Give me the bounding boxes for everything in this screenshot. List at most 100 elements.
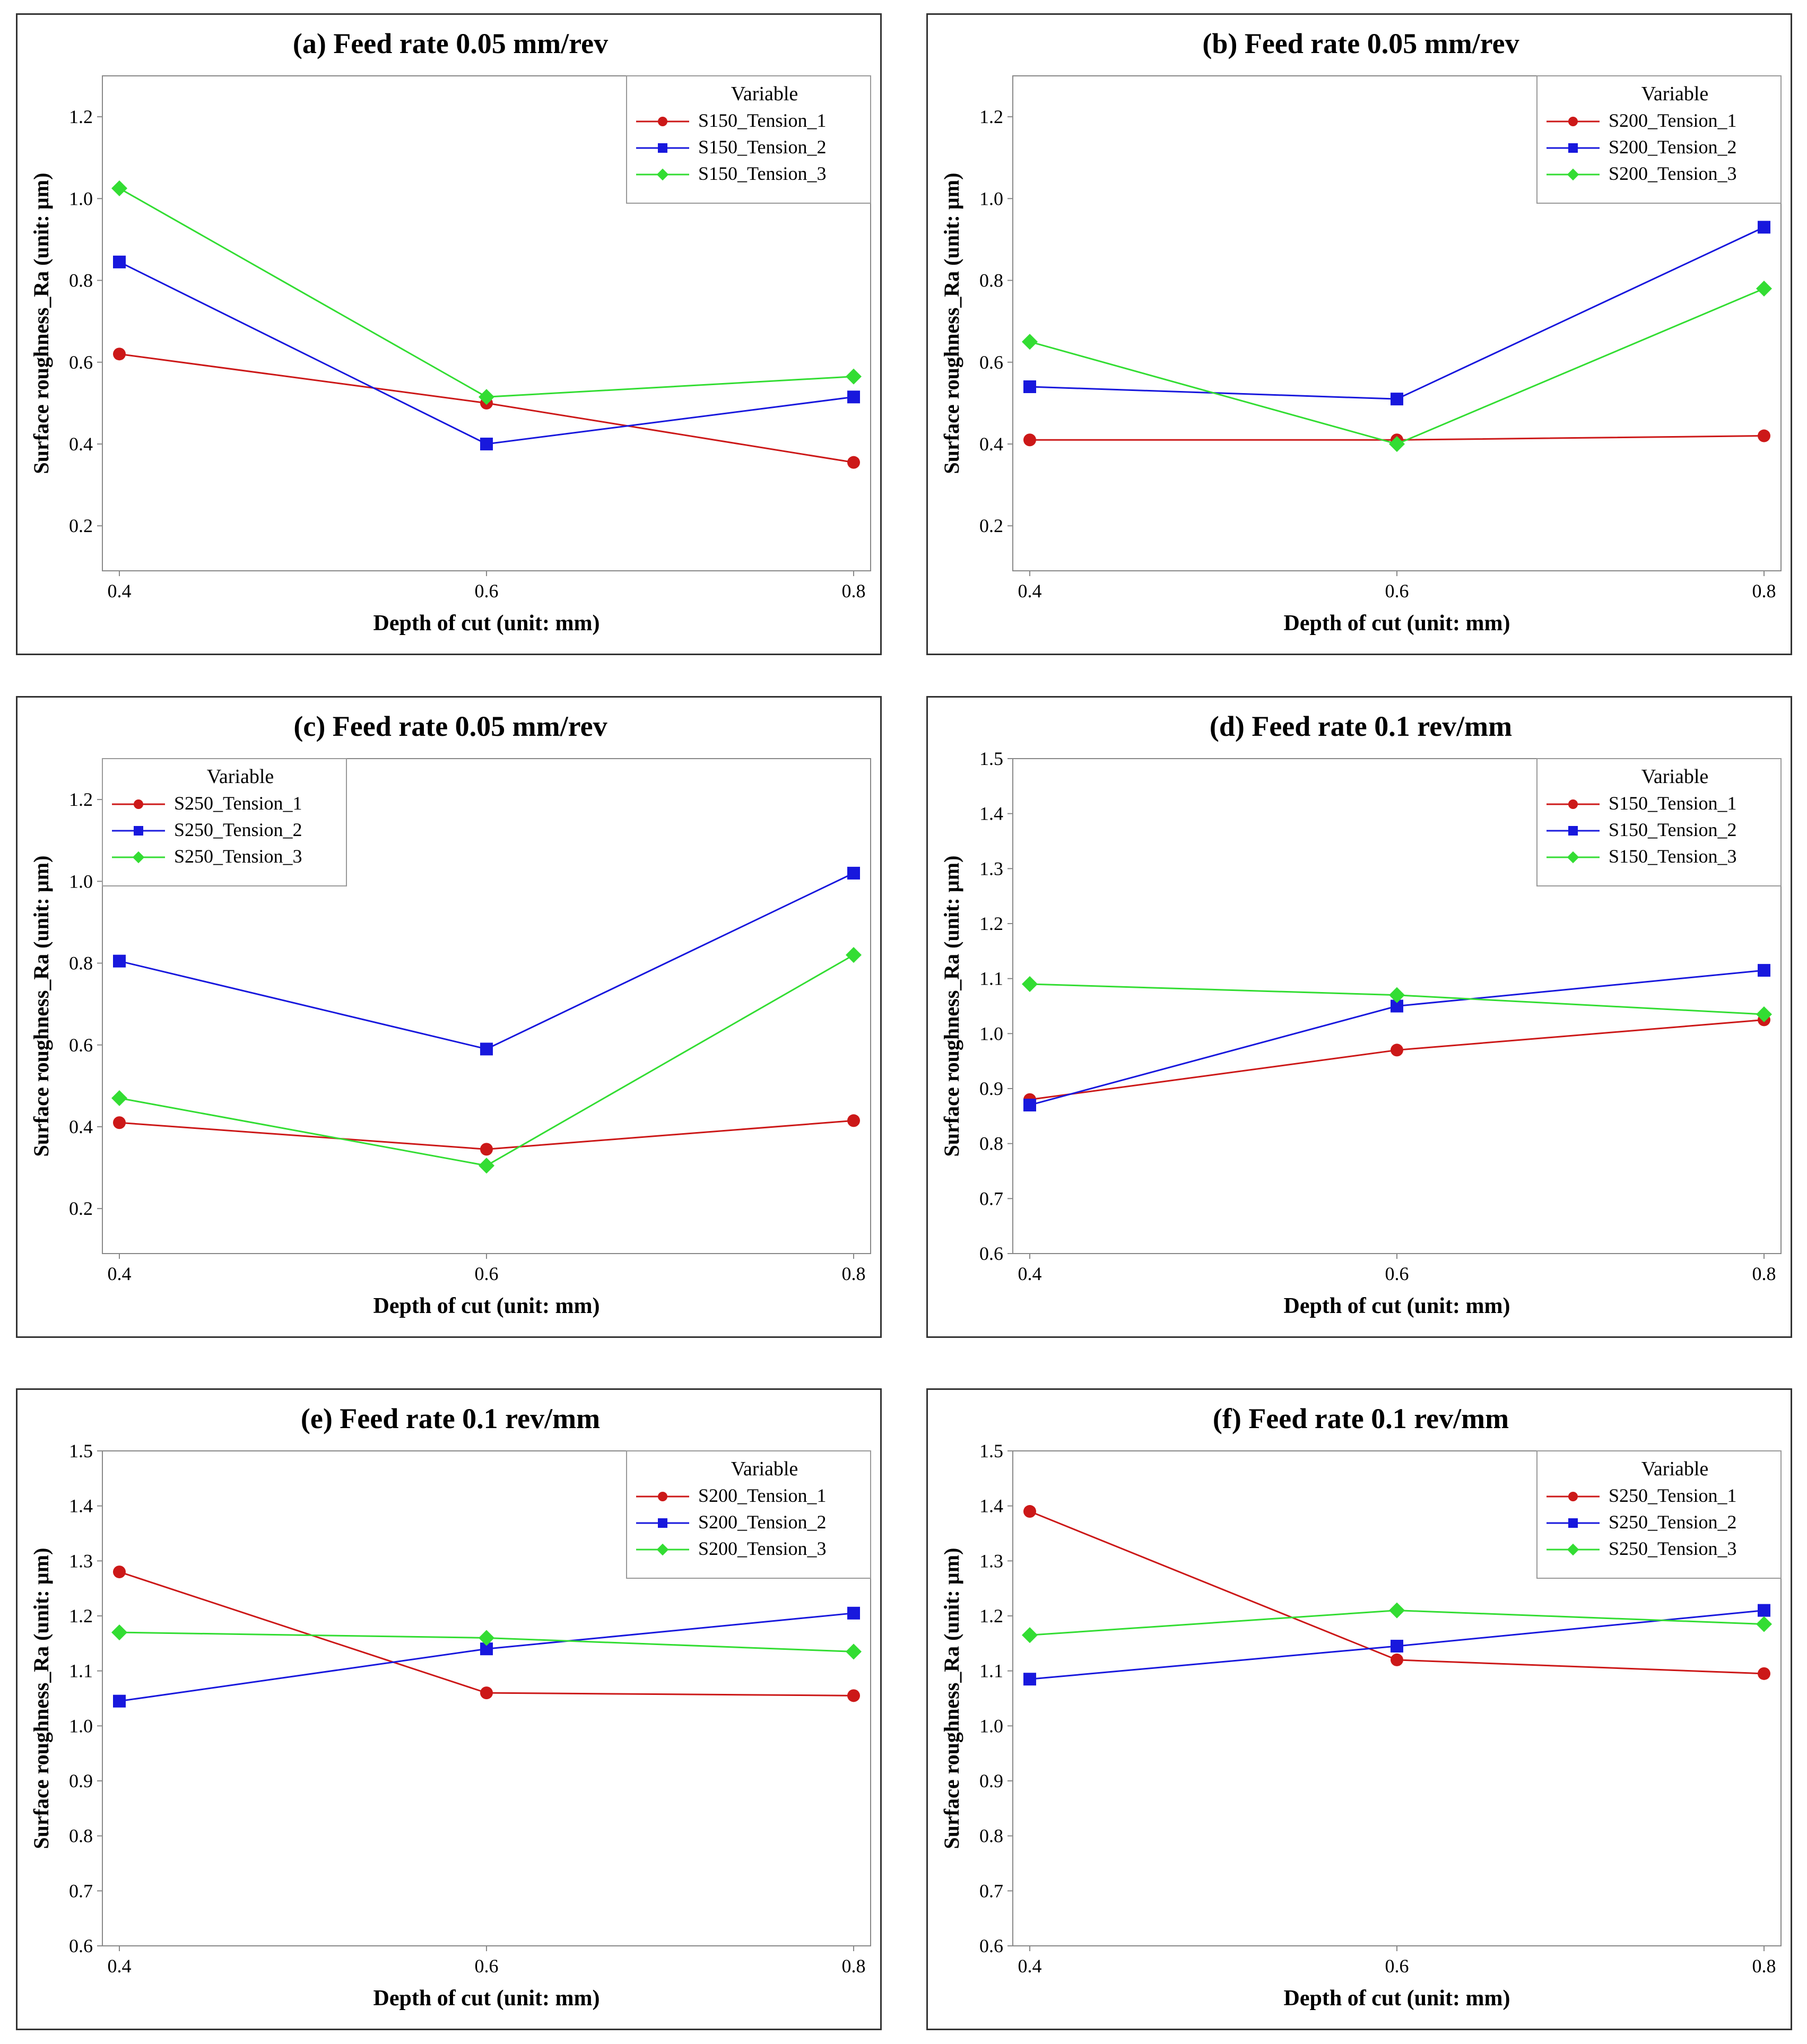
y-tick-label: 1.5 <box>979 748 1003 769</box>
y-tick-label: 0.6 <box>69 352 93 373</box>
data-point <box>479 389 494 405</box>
legend-title: Variable <box>1641 83 1709 105</box>
legend-box <box>1536 1450 1782 1579</box>
y-tick-label: 1.0 <box>979 1715 1003 1736</box>
series-S200_Tension_2 <box>1023 221 1770 406</box>
legend-marker <box>1567 1543 1579 1556</box>
series-S150_Tension_3 <box>1022 976 1772 1023</box>
data-point <box>1389 1602 1405 1619</box>
y-tick-label: 0.9 <box>69 1770 93 1791</box>
data-point <box>846 1643 862 1660</box>
y-tick-label: 0.6 <box>979 352 1003 373</box>
y-tick-label: 1.0 <box>979 188 1003 209</box>
series-line <box>119 261 854 445</box>
data-point <box>1756 280 1772 297</box>
data-point <box>1391 1043 1403 1057</box>
data-point <box>480 437 493 450</box>
y-tick-label: 0.7 <box>69 1880 93 1901</box>
series-line <box>119 187 854 398</box>
data-point <box>113 954 126 968</box>
series-S250_Tension_2 <box>113 866 860 1056</box>
legend-box <box>1536 758 1782 886</box>
legend-label: S150_Tension_1 <box>1609 793 1737 814</box>
series-S200_Tension_1 <box>113 1565 860 1702</box>
y-axis-label: Surface roughness_Ra (unit: µm) <box>29 173 53 474</box>
y-tick-label: 1.2 <box>979 913 1003 934</box>
data-point <box>480 1042 493 1056</box>
series-S150_Tension_2 <box>113 255 860 450</box>
legend-box <box>1536 75 1782 204</box>
data-point <box>1758 429 1770 442</box>
x-axis-label: Depth of cut (unit: mm) <box>1284 1294 1510 1318</box>
x-tick-label: 0.8 <box>1752 580 1776 602</box>
legend-title: Variable <box>731 83 798 105</box>
chart-svg: (f) Feed rate 0.1 rev/mm 0.6 0.7 0.8 0.9 1.0 1… <box>940 1403 1782 2011</box>
x-tick-label: 0.4 <box>1018 1955 1042 1977</box>
legend-label: S200_Tension_1 <box>698 1485 827 1506</box>
legend-label: S200_Tension_1 <box>1609 110 1737 131</box>
legend-marker <box>1567 168 1579 181</box>
legend-label: S250_Tension_1 <box>1609 1485 1737 1506</box>
y-tick-label: 1.2 <box>69 789 93 810</box>
x-axis-label: Depth of cut (unit: mm) <box>373 1986 600 2011</box>
y-tick-label: 0.4 <box>979 433 1003 455</box>
x-tick-label: 0.6 <box>475 580 499 602</box>
y-tick-label: 1.2 <box>69 106 93 127</box>
y-tick-label: 1.4 <box>69 1495 93 1517</box>
y-tick-label: 0.8 <box>69 1825 93 1847</box>
legend-marker <box>1568 1492 1578 1501</box>
y-tick-label: 0.2 <box>69 515 93 536</box>
data-point <box>113 1116 126 1129</box>
y-tick-label: 0.8 <box>979 270 1003 291</box>
y-tick-label: 0.8 <box>69 270 93 291</box>
y-axis-label: Surface roughness_Ra (unit: µm) <box>940 173 963 474</box>
data-point <box>1758 221 1770 234</box>
legend-box <box>626 75 871 204</box>
y-tick-label: 0.6 <box>69 1935 93 1956</box>
legend: Variable S250_Tension_1 S250_Tension_2 S250… <box>1536 1450 1782 1579</box>
data-point <box>111 1090 127 1106</box>
data-point <box>1389 987 1405 1003</box>
y-tick-label: 1.2 <box>979 1605 1003 1626</box>
chart-title: (c) Feed rate 0.05 mm/rev <box>293 710 607 742</box>
data-point <box>1756 1006 1772 1023</box>
y-tick-label: 1.0 <box>979 1023 1003 1044</box>
y-tick-label: 0.9 <box>979 1078 1003 1099</box>
legend-label: S200_Tension_3 <box>1609 163 1737 184</box>
data-point <box>1023 433 1036 447</box>
legend-title: Variable <box>731 1458 798 1480</box>
x-tick-label: 0.4 <box>1018 1263 1042 1284</box>
data-point <box>1023 1099 1036 1112</box>
legend-label: S150_Tension_1 <box>698 110 827 131</box>
chart-panel-e: (e) Feed rate 0.1 rev/mm 0.6 0.7 0.8 0.9 1.0 1… <box>16 1388 882 2030</box>
legend: Variable S150_Tension_1 S150_Tension_2 S150… <box>626 75 871 204</box>
y-tick-label: 0.6 <box>979 1243 1003 1264</box>
x-tick-label: 0.4 <box>1018 580 1042 602</box>
y-axis-label: Surface roughness_Ra (unit: µm) <box>29 856 53 1157</box>
chart-panel-f: (f) Feed rate 0.1 rev/mm 0.6 0.7 0.8 0.9 1.0 1… <box>926 1388 1792 2030</box>
legend-label: S150_Tension_3 <box>698 163 827 184</box>
legend: Variable S250_Tension_1 S250_Tension_2 S250… <box>102 758 347 886</box>
x-axis-label: Depth of cut (unit: mm) <box>1284 611 1510 636</box>
legend-box <box>102 758 347 886</box>
y-tick-label: 0.4 <box>69 433 93 455</box>
legend-label: S150_Tension_2 <box>1609 819 1737 840</box>
y-tick-label: 1.4 <box>979 1495 1003 1517</box>
legend: Variable S200_Tension_1 S200_Tension_2 S200… <box>1536 75 1782 204</box>
legend-title: Variable <box>1641 766 1709 788</box>
data-point <box>479 1158 494 1174</box>
legend-marker <box>1568 143 1578 153</box>
x-tick-label: 0.6 <box>1385 580 1409 602</box>
x-axis-label: Depth of cut (unit: mm) <box>1284 1986 1510 2011</box>
data-point <box>480 1686 493 1700</box>
x-tick-label: 0.6 <box>475 1955 499 1977</box>
y-tick-label: 0.6 <box>979 1935 1003 1956</box>
legend: Variable S200_Tension_1 S200_Tension_2 S200… <box>626 1450 871 1579</box>
data-point <box>1023 1673 1036 1686</box>
chart-panel-a: (a) Feed rate 0.05 mm/rev 0.2 0.4 0.6 0.8 1.0… <box>16 13 882 655</box>
data-point <box>1391 1653 1403 1666</box>
data-point <box>480 1143 493 1156</box>
chart-title: (f) Feed rate 0.1 rev/mm <box>1213 1403 1509 1434</box>
x-axis-label: Depth of cut (unit: mm) <box>373 611 600 636</box>
data-point <box>1023 380 1036 394</box>
